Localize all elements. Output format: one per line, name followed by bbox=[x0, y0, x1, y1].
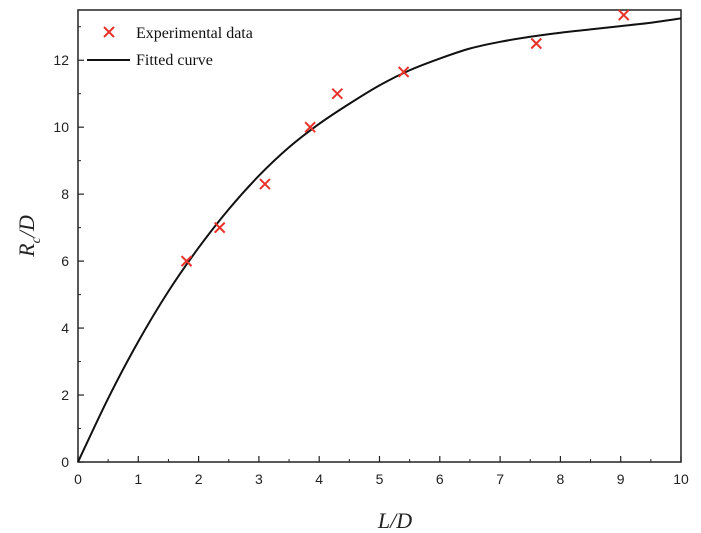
experimental-point bbox=[304, 121, 316, 133]
x-tick-label: 9 bbox=[617, 471, 625, 487]
x-axis-title: L/D bbox=[377, 508, 412, 533]
y-axis-title-tail: /D bbox=[14, 215, 39, 239]
x-tick-label: 6 bbox=[436, 471, 444, 487]
plot-frame bbox=[77, 9, 682, 463]
x-tick-label: 7 bbox=[496, 471, 504, 487]
y-tick-label: 8 bbox=[61, 186, 69, 202]
y-axis-title-main: R bbox=[14, 243, 39, 258]
legend: Experimental data Fitted curve bbox=[87, 25, 253, 69]
x-tick-label: 10 bbox=[673, 471, 689, 487]
x-tick-label: 0 bbox=[74, 471, 82, 487]
y-tick-label: 12 bbox=[53, 52, 69, 68]
experimental-point bbox=[213, 221, 226, 234]
legend-label-fitted: Fitted curve bbox=[136, 52, 213, 69]
y-axis-title-sub: c bbox=[29, 236, 44, 243]
y-tick-label: 6 bbox=[61, 253, 69, 269]
y-tick-label: 4 bbox=[61, 320, 69, 336]
legend-label-experimental: Experimental data bbox=[136, 25, 253, 42]
y-axis-title: Rc/D bbox=[14, 215, 44, 258]
experimental-point bbox=[618, 9, 630, 21]
legend-marker-experimental bbox=[103, 26, 115, 38]
experimental-point bbox=[397, 66, 410, 78]
experimental-point bbox=[530, 37, 542, 50]
x-tick-label: 4 bbox=[315, 471, 323, 487]
y-tick-label: 2 bbox=[61, 387, 69, 403]
y-tick-label: 10 bbox=[53, 119, 69, 135]
x-tick-label: 2 bbox=[195, 471, 203, 487]
x-tick-label: 1 bbox=[134, 471, 142, 487]
x-tick-label: 5 bbox=[376, 471, 384, 487]
x-tick-label: 8 bbox=[557, 471, 565, 487]
experimental-point bbox=[259, 178, 271, 190]
experimental-point bbox=[331, 87, 343, 100]
fitted-curve-line bbox=[77, 17, 682, 463]
experimental-point bbox=[180, 255, 193, 267]
x-tick-label: 3 bbox=[255, 471, 263, 487]
y-tick-label: 0 bbox=[61, 454, 69, 470]
